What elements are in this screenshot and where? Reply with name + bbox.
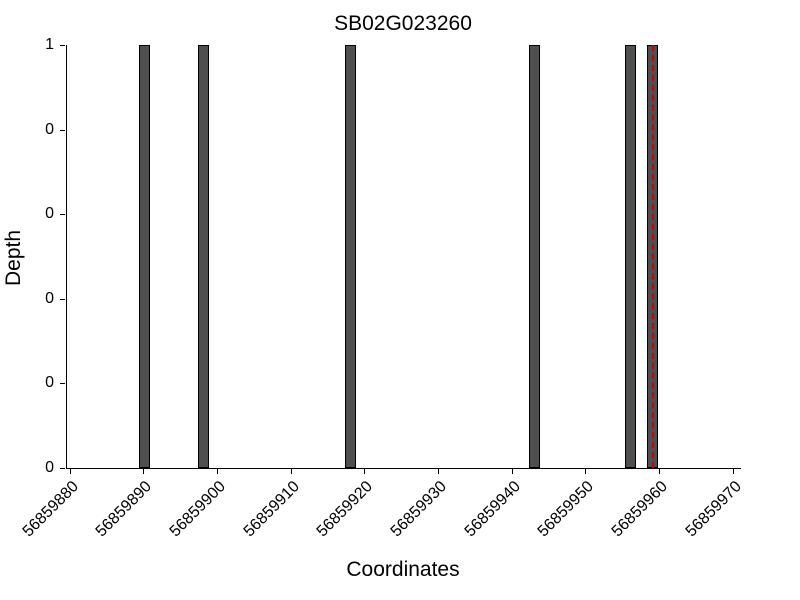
chart-title: SB02G023260 <box>334 12 472 35</box>
x-tick-mark <box>658 469 660 474</box>
plot-area <box>66 45 741 469</box>
x-tick-mark <box>290 469 292 474</box>
y-tick-label: 0 <box>45 120 54 138</box>
y-tick-mark <box>60 214 65 216</box>
bar <box>345 45 357 468</box>
marker-line <box>651 45 654 468</box>
bar <box>624 45 637 468</box>
bar <box>197 45 209 468</box>
x-tick-mark <box>69 469 71 474</box>
x-axis-label: Coordinates <box>346 558 460 581</box>
bar <box>138 45 150 468</box>
y-tick-label: 0 <box>45 289 54 307</box>
y-tick-mark <box>60 129 65 131</box>
x-tick-mark <box>143 469 145 474</box>
x-tick-mark <box>364 469 366 474</box>
x-tick-mark <box>585 469 587 474</box>
x-tick-mark <box>732 469 734 474</box>
x-tick-mark <box>217 469 218 474</box>
y-tick-mark <box>60 298 65 300</box>
y-tick-label: 0 <box>45 459 54 476</box>
y-tick-mark <box>60 468 65 469</box>
bar <box>529 45 541 468</box>
y-axis-label: Depth <box>2 229 25 287</box>
x-tick-mark <box>511 469 513 474</box>
x-tick-mark <box>437 469 439 474</box>
y-tick-label: 1 <box>45 36 54 53</box>
y-tick-mark <box>60 383 65 385</box>
y-tick-mark <box>60 45 65 46</box>
y-tick-label: 0 <box>45 205 54 223</box>
y-tick-label: 0 <box>45 374 54 392</box>
